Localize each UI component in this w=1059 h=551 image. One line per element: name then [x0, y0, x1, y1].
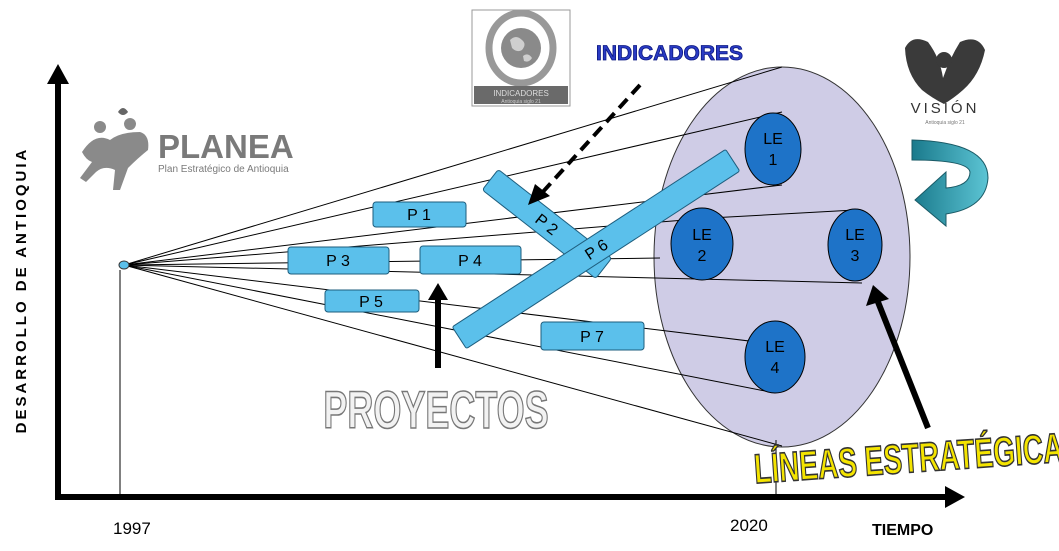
ray — [123, 66, 783, 266]
strategic-line-le3: LE 3 — [827, 208, 883, 282]
year-end-label: 2020 — [730, 516, 768, 535]
le-label-line1: LE — [765, 339, 785, 356]
strategic-line-le1: LE 1 — [744, 112, 802, 186]
project-p4: P 4 — [419, 245, 522, 275]
axes — [47, 64, 965, 508]
year-start-label: 1997 — [113, 519, 151, 538]
project-label: P 4 — [458, 253, 482, 270]
indicadores-logo-sub: Antioquia siglo 21 — [501, 99, 541, 105]
ray — [123, 111, 783, 266]
strategic-line-le2: LE 2 — [670, 207, 734, 281]
le-label-line2: 3 — [851, 248, 860, 265]
ray — [123, 264, 783, 447]
ray — [709, 209, 856, 219]
indicadores-arrow — [538, 83, 642, 197]
planea-figures-icon — [80, 108, 149, 190]
indicadores-arrowhead — [528, 184, 550, 205]
le-label-line2: 1 — [769, 152, 778, 169]
vision-sub: Antioquia siglo 21 — [925, 120, 965, 126]
project-label: P 7 — [580, 329, 604, 346]
indicadores-logo-title: INDICADORES — [493, 89, 549, 98]
origin-point — [118, 260, 130, 270]
vision-heart-icon — [905, 39, 985, 104]
planea-logo: PLANEA Plan Estratégico de Antioquia — [80, 108, 294, 190]
proyectos-arrowhead — [428, 283, 448, 300]
ray — [123, 264, 783, 346]
x-axis-label: TIEMPO — [872, 522, 933, 539]
project-label: P 1 — [407, 207, 431, 224]
le-label-line2: 4 — [771, 360, 780, 377]
project-label: P 3 — [326, 253, 350, 270]
project-p5: P 5 — [324, 289, 420, 313]
proyectos-callout: PROYECTOS — [323, 380, 548, 439]
indicadores-logo: INDICADORES Antioquia siglo 21 — [471, 9, 571, 107]
le-label-line1: LE — [763, 131, 783, 148]
lineas-arrow — [875, 300, 931, 430]
ray — [123, 264, 771, 393]
y-axis-arrowhead — [47, 64, 69, 84]
lineas-arrowhead — [866, 285, 889, 306]
planea-subtitle: Plan Estratégico de Antioquia — [158, 164, 289, 175]
planea-title: PLANEA — [158, 128, 294, 165]
strategic-line-le4: LE 4 — [744, 320, 806, 394]
le-label-line1: LE — [692, 227, 712, 244]
y-axis-label: DESARROLLO DE ANTIOQUIA — [13, 147, 30, 434]
project-p3: P 3 — [287, 246, 390, 275]
le-label-line1: LE — [845, 227, 865, 244]
indicadores-callout: INDICADORES — [596, 42, 743, 65]
cycle-arrow-icon — [911, 139, 989, 228]
project-label: P 5 — [359, 294, 383, 311]
vision-title: VISIÓN — [911, 100, 980, 117]
le-label-line2: 2 — [698, 248, 707, 265]
x-axis-arrowhead — [945, 486, 965, 508]
project-p1: P 1 — [372, 201, 467, 228]
project-p7: P 7 — [540, 321, 645, 351]
vision-logo: VISIÓN Antioquia siglo 21 — [905, 39, 985, 126]
